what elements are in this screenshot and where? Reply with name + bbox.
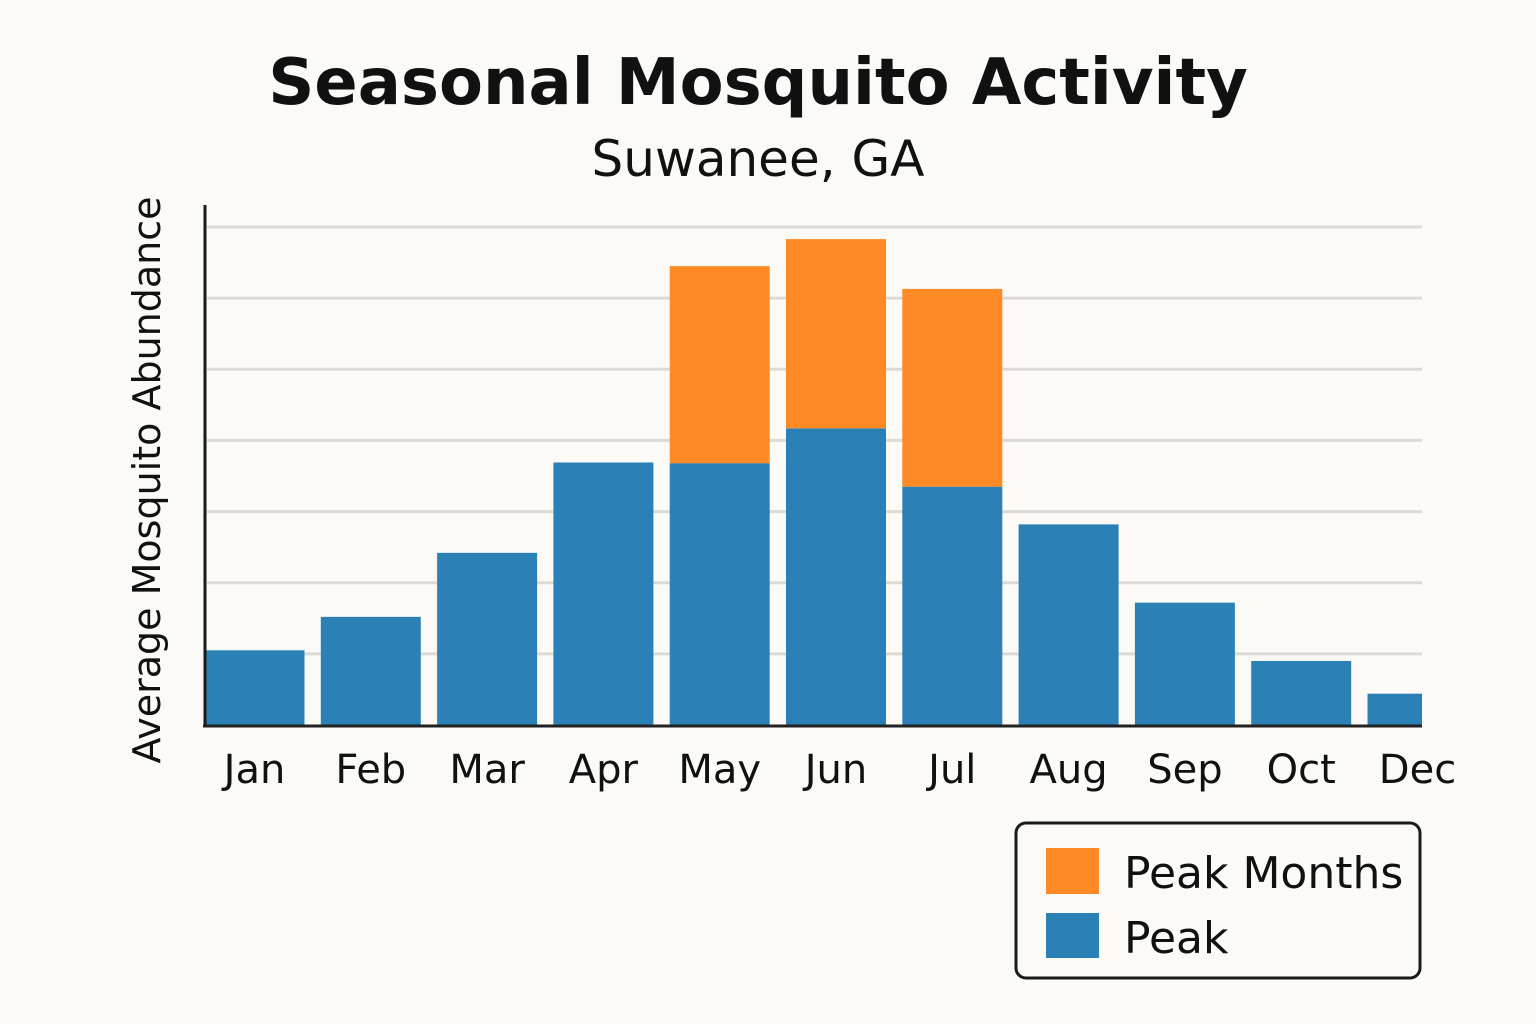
x-tick-label: Feb (335, 747, 406, 793)
chart-title: Seasonal Mosquito Activity (268, 46, 1248, 120)
bar-dec-peak (1367, 693, 1422, 725)
legend-box (1014, 821, 1422, 980)
bar-jun-peak-months (786, 239, 886, 429)
x-tick-label: Aug (1030, 747, 1108, 793)
bar-apr-peak (553, 462, 654, 725)
bar-sep-peak (1134, 602, 1235, 725)
x-tick-label: Apr (569, 747, 639, 793)
bar-aug-peak (1018, 524, 1119, 725)
bar-oct-peak (1251, 660, 1352, 725)
x-tick-label: May (678, 747, 761, 793)
legend-label-peak: Peak (1124, 913, 1229, 964)
legend: Peak Months Peak (1014, 821, 1422, 980)
bar-jun-peak (786, 428, 886, 725)
bar-jul-peak-months (902, 288, 1003, 487)
x-tick-label: Dec (1379, 747, 1456, 793)
legend-label-peak-months: Peak Months (1124, 848, 1403, 899)
bars (205, 239, 1422, 725)
x-tick-label: Sep (1147, 747, 1222, 793)
chart-subtitle: Suwanee, GA (591, 130, 925, 188)
legend-swatch-peak (1046, 913, 1099, 958)
bar-feb-peak (320, 616, 421, 725)
x-tick-label: Jan (221, 747, 286, 793)
bar-mar-peak (437, 552, 538, 725)
x-tick-label: Jul (925, 747, 976, 793)
bar-may-peak (669, 463, 770, 725)
legend-swatch-peak-months (1046, 848, 1099, 894)
bar-jan-peak (205, 650, 305, 725)
x-tick-label: Mar (449, 747, 525, 793)
x-tick-label: Oct (1267, 747, 1336, 793)
bar-may-peak-months (669, 266, 770, 464)
y-axis-label: Average Mosquito Abundance (125, 197, 169, 764)
x-tick-label: Jun (802, 747, 868, 793)
x-tick-labels: Jan Feb Mar Apr May Jun Jul Aug Sep Oct Dec (221, 747, 1457, 793)
bar-jul-peak (902, 486, 1003, 725)
